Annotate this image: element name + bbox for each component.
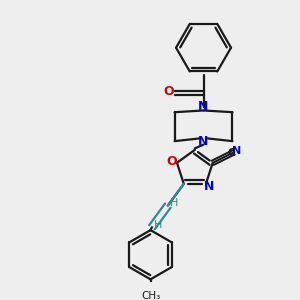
Text: O: O — [167, 155, 177, 168]
Text: H: H — [154, 220, 163, 230]
Text: C: C — [228, 148, 236, 158]
Text: O: O — [163, 85, 173, 98]
Text: N: N — [198, 100, 209, 113]
Text: N: N — [204, 180, 214, 193]
Text: CH₃: CH₃ — [141, 291, 160, 300]
Text: N: N — [232, 146, 242, 156]
Text: N: N — [198, 135, 209, 148]
Text: H: H — [170, 198, 178, 208]
